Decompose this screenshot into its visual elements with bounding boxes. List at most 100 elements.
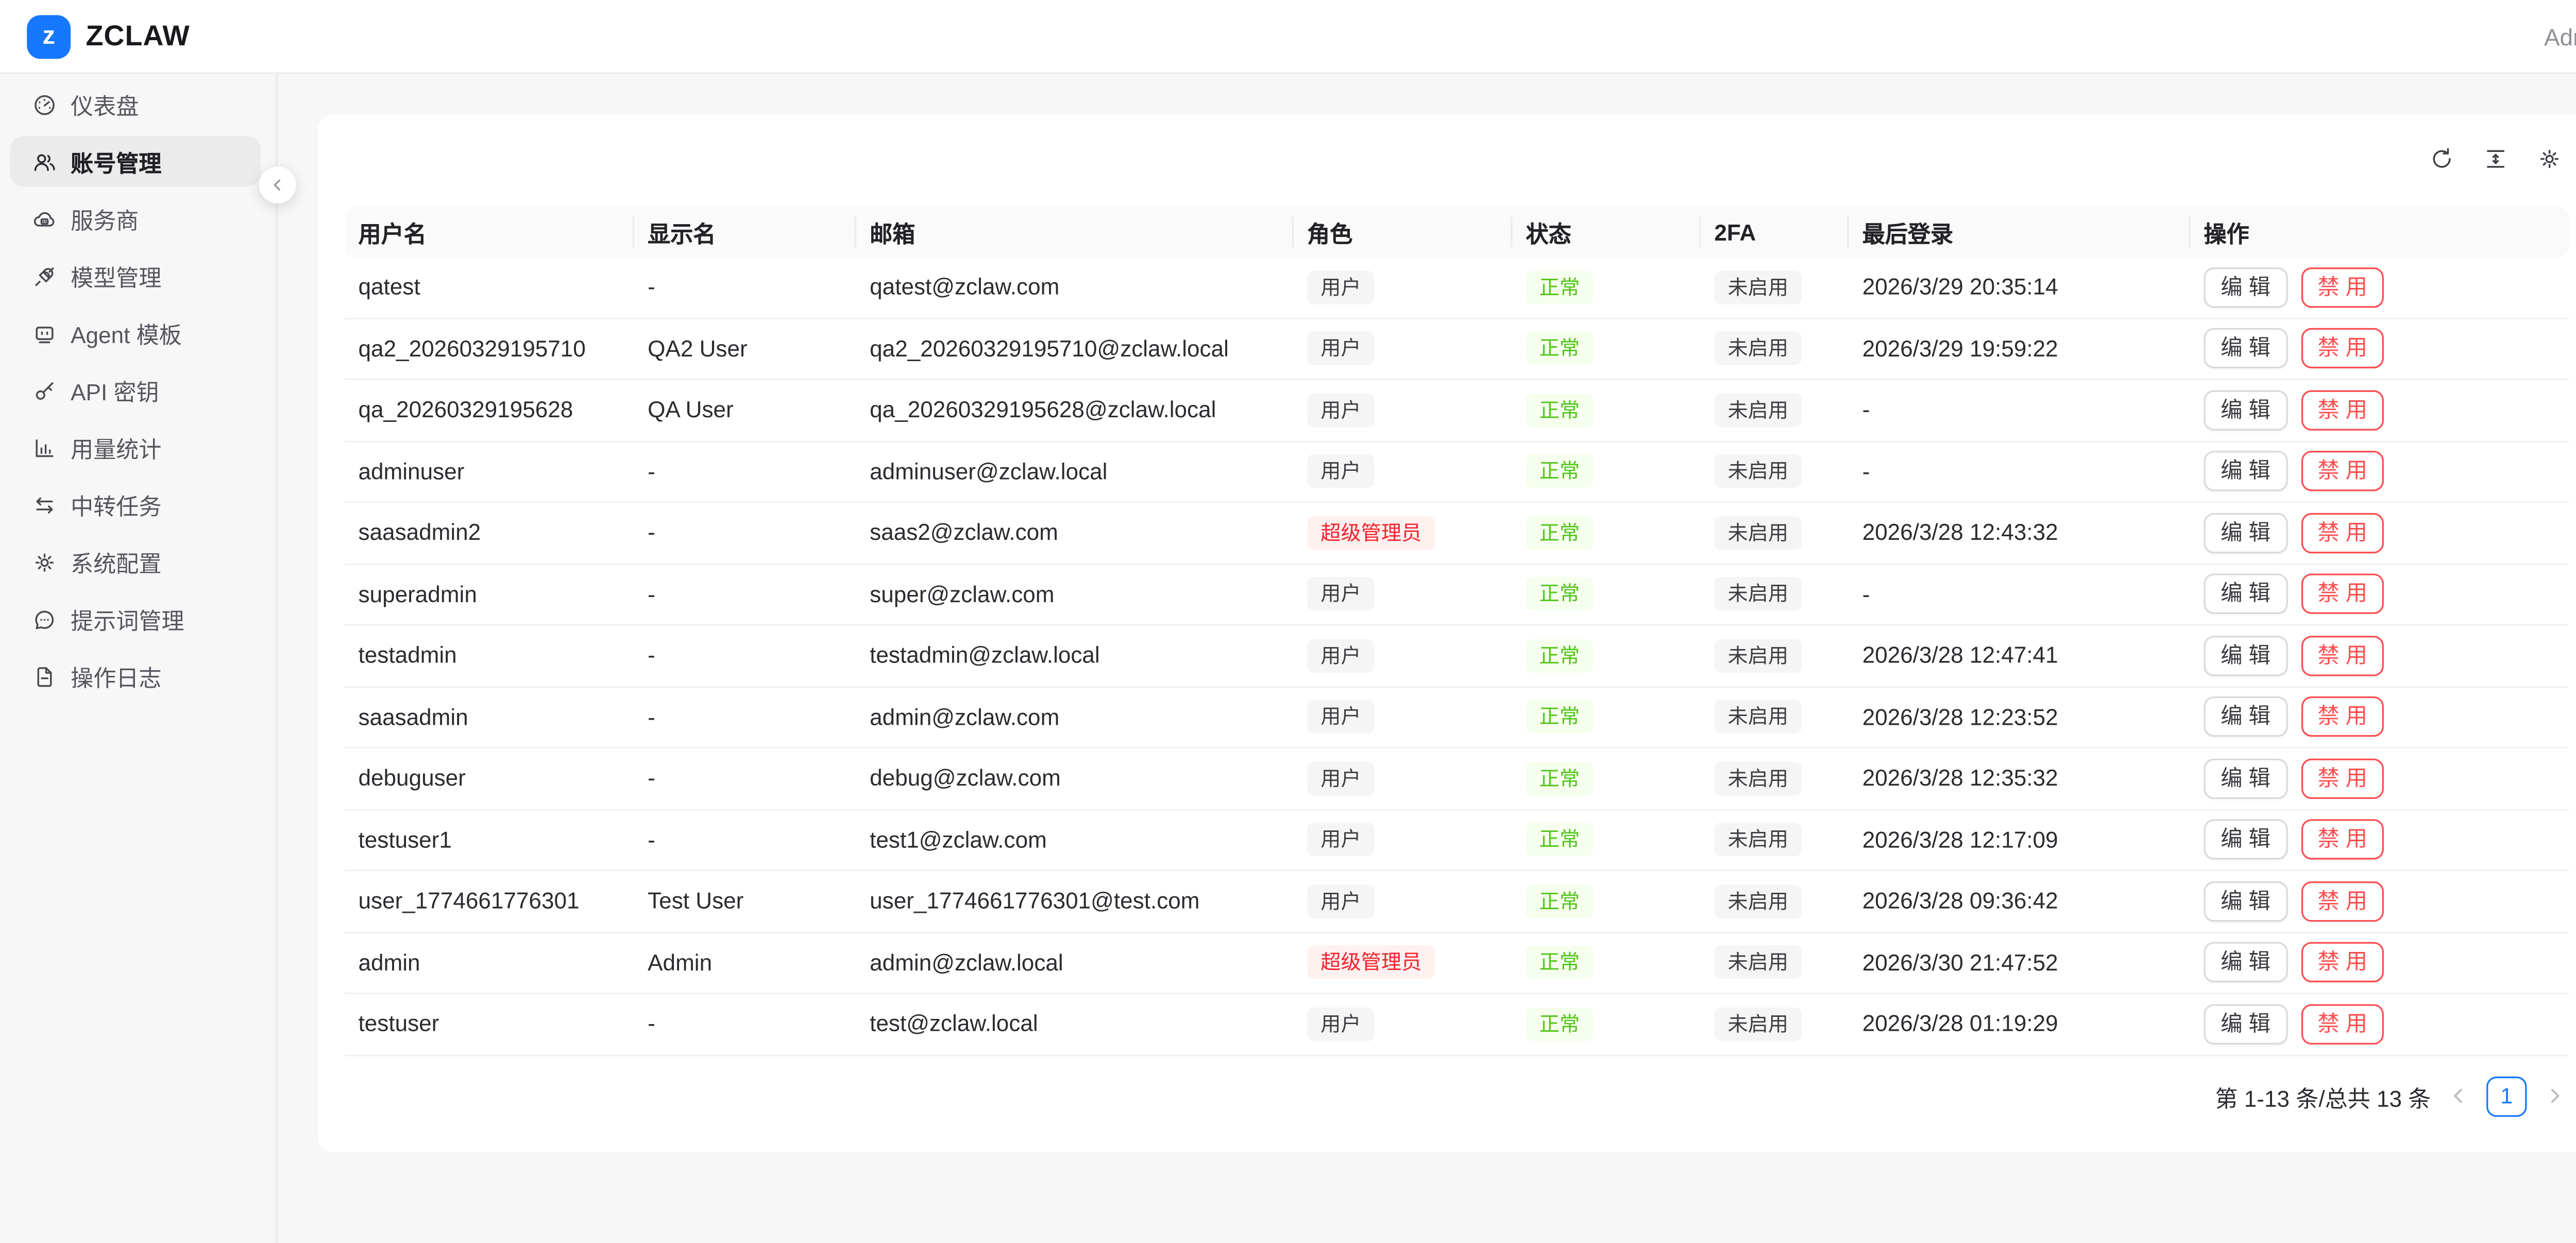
edit-button[interactable]: 编 辑 (2204, 635, 2287, 676)
disable-button[interactable]: 禁 用 (2300, 881, 2384, 922)
robot-icon (32, 320, 57, 346)
twofa-badge: 未启用 (1714, 761, 1802, 795)
edit-button[interactable]: 编 辑 (2204, 389, 2287, 431)
sidebar-item-系统配置[interactable]: 系统配置 (10, 537, 261, 587)
main-content: 用户名 显示名 邮箱 角色 状态 2FA 最后登录 操作 qatest - qatest@zcla… (278, 74, 2576, 1243)
username-cell: qa2_20260329195710 (345, 319, 635, 380)
sidebar-item-中转任务[interactable]: 中转任务 (10, 480, 261, 530)
settings-icon[interactable] (2537, 145, 2562, 171)
sidebar-item-仪表盘[interactable]: 仪表盘 (10, 79, 261, 129)
last-login-cell: 2026/3/29 20:35:14 (1849, 258, 2191, 319)
edit-button[interactable]: 编 辑 (2204, 451, 2287, 492)
twofa-badge: 未启用 (1714, 454, 1802, 488)
column-height-icon[interactable] (2483, 145, 2509, 171)
table-row: testuser - test@zclaw.local 用户 正常 未启用 2026/3/2… (345, 994, 2569, 1055)
disable-button[interactable]: 禁 用 (2300, 758, 2384, 799)
role-badge: 用户 (1307, 270, 1375, 304)
email-cell: adminuser@zclaw.local (856, 441, 1294, 503)
pagination-page-1[interactable]: 1 (2486, 1076, 2527, 1116)
status-badge: 正常 (1526, 1007, 1594, 1041)
table-row: saasadmin2- saas2@zclaw.com 超级管理员 正常 未启用 2026… (345, 503, 2569, 565)
edit-button[interactable]: 编 辑 (2204, 328, 2287, 369)
twofa-badge: 未启用 (1714, 577, 1802, 611)
disable-button[interactable]: 禁 用 (2300, 328, 2384, 369)
column-header-显示名: 显示名 (634, 207, 857, 258)
edit-button[interactable]: 编 辑 (2204, 758, 2287, 799)
status-cell: 正常 (1512, 503, 1701, 565)
edit-button[interactable]: 编 辑 (2204, 574, 2287, 615)
disable-button[interactable]: 禁 用 (2300, 820, 2384, 860)
edit-button[interactable]: 编 辑 (2204, 881, 2287, 922)
display-name-cell: - (634, 687, 857, 749)
sidebar-item-账号管理[interactable]: 账号管理 (10, 136, 261, 187)
pagination-prev-button[interactable] (2448, 1085, 2469, 1106)
pagination-next-button[interactable] (2544, 1085, 2565, 1106)
actions-cell: 编 辑禁 用 (2190, 994, 2569, 1055)
status-badge: 正常 (1526, 577, 1594, 611)
edit-button[interactable]: 编 辑 (2204, 1003, 2287, 1044)
last-login-cell: 2026/3/28 09:36:42 (1849, 871, 2191, 933)
message-icon (32, 606, 57, 632)
email-cell: test@zclaw.local (856, 994, 1294, 1055)
bar-chart-icon (32, 435, 57, 460)
sidebar-item-label: 仪表盘 (71, 94, 139, 120)
edit-button[interactable]: 编 辑 (2204, 513, 2287, 553)
disable-button[interactable]: 禁 用 (2300, 1003, 2384, 1044)
status-badge: 正常 (1526, 700, 1594, 734)
status-badge: 正常 (1526, 454, 1594, 488)
sidebar-collapse-button[interactable] (259, 166, 296, 204)
sidebar-item-提示词管理[interactable]: 提示词管理 (10, 594, 261, 644)
edit-button[interactable]: 编 辑 (2204, 267, 2287, 308)
table-toolbar (345, 128, 2569, 189)
actions-cell: 编 辑禁 用 (2190, 871, 2569, 933)
username-cell: qa_20260329195628 (345, 380, 635, 442)
disable-button[interactable]: 禁 用 (2300, 389, 2384, 431)
role-cell: 用户 (1294, 871, 1513, 933)
refresh-icon[interactable] (2429, 145, 2454, 171)
disable-button[interactable]: 禁 用 (2300, 696, 2384, 738)
role-cell: 超级管理员 (1294, 503, 1513, 565)
disable-button[interactable]: 禁 用 (2300, 451, 2384, 492)
status-cell: 正常 (1512, 748, 1701, 810)
sidebar-item-操作日志[interactable]: 操作日志 (10, 651, 261, 702)
sidebar: 仪表盘账号管理服务商模型管理 Agent 模板 API 密钥 用量统计中转任务系统配置… (0, 74, 278, 1243)
disable-button[interactable]: 禁 用 (2300, 942, 2384, 983)
twofa-cell: 未启用 (1701, 503, 1849, 565)
role-badge: 超级管理员 (1307, 516, 1435, 550)
disable-button[interactable]: 禁 用 (2300, 574, 2384, 615)
sidebar-item-label: 提示词管理 (71, 609, 184, 635)
sidebar-item-模型管理[interactable]: 模型管理 (10, 251, 261, 301)
sidebar-item-API 密钥[interactable]: API 密钥 (10, 365, 261, 416)
role-cell: 用户 (1294, 810, 1513, 872)
team-icon (32, 149, 57, 174)
status-cell: 正常 (1512, 565, 1701, 626)
twofa-badge: 未启用 (1714, 639, 1802, 673)
actions-cell: 编 辑禁 用 (2190, 258, 2569, 319)
user-menu[interactable]: Admin (2544, 23, 2576, 50)
role-cell: 用户 (1294, 626, 1513, 687)
status-cell: 正常 (1512, 319, 1701, 380)
disable-button[interactable]: 禁 用 (2300, 513, 2384, 553)
disable-button[interactable]: 禁 用 (2300, 635, 2384, 676)
status-badge: 正常 (1526, 761, 1594, 795)
role-badge: 用户 (1307, 454, 1375, 488)
sidebar-item-服务商[interactable]: 服务商 (10, 194, 261, 244)
edit-button[interactable]: 编 辑 (2204, 942, 2287, 983)
edit-button[interactable]: 编 辑 (2204, 820, 2287, 860)
status-cell: 正常 (1512, 441, 1701, 503)
column-header-邮箱: 邮箱 (856, 207, 1294, 258)
twofa-cell: 未启用 (1701, 994, 1849, 1055)
dashboard-icon (32, 92, 57, 117)
app-shell: 仪表盘账号管理服务商模型管理 Agent 模板 API 密钥 用量统计中转任务系统配置… (0, 74, 2576, 1243)
role-cell: 用户 (1294, 258, 1513, 319)
sidebar-item-用量统计[interactable]: 用量统计 (10, 422, 261, 473)
role-badge: 用户 (1307, 700, 1375, 734)
disable-button[interactable]: 禁 用 (2300, 267, 2384, 308)
actions-cell: 编 辑禁 用 (2190, 503, 2569, 565)
column-header-2FA: 2FA (1701, 207, 1849, 258)
username-cell: qatest (345, 258, 635, 319)
edit-button[interactable]: 编 辑 (2204, 696, 2287, 738)
display-name-cell: Admin (634, 933, 857, 994)
sidebar-item-Agent 模板[interactable]: Agent 模板 (10, 308, 261, 359)
